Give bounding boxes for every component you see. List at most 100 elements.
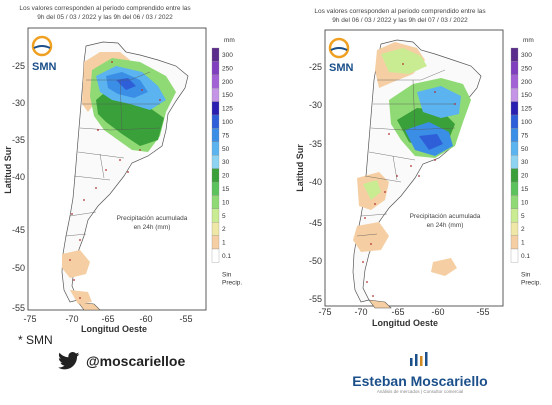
x-axis-title: Longitud Oeste xyxy=(372,318,438,328)
x-tick: -60 xyxy=(431,307,444,317)
legend-swatch xyxy=(510,195,519,209)
y-tick: -35 xyxy=(12,135,25,145)
x-tick: -75 xyxy=(318,307,331,317)
legend-label: 20 xyxy=(521,173,529,180)
legend-label: 20 xyxy=(222,173,230,180)
legend-label: 10 xyxy=(521,199,529,206)
legend-label: Sin xyxy=(222,271,232,278)
precip-map-right: Los valores corresponden al periodo comp… xyxy=(285,0,545,335)
legend-label: Precip. xyxy=(521,279,541,286)
legend-label: 125 xyxy=(222,106,233,113)
legend-swatch xyxy=(211,141,220,156)
y-tick: -40 xyxy=(309,177,322,187)
station-dots-left xyxy=(69,61,161,299)
map-left-svg: Los valores corresponden al periodo comp… xyxy=(3,5,242,334)
y-axis-title: Latitud Sur xyxy=(3,146,13,194)
legend-label: Precip. xyxy=(222,279,242,286)
brand-block: Esteban Moscariello Análisis de mercados… xyxy=(330,352,510,394)
smn-logo-icon xyxy=(328,37,350,59)
station-dots-right xyxy=(362,63,456,297)
legend-label: 100 xyxy=(222,119,233,126)
legend-label: 250 xyxy=(521,65,532,72)
legend-label: 2 xyxy=(222,226,226,233)
y-ticks-right: -25 -30 -35 -40 -45 -50 -55 xyxy=(309,62,322,304)
map-caption-line1: Los valores corresponden al periodo comp… xyxy=(19,5,191,12)
x-tick: -55 xyxy=(476,307,489,317)
legend-label: 2 xyxy=(521,226,525,233)
legend-swatch xyxy=(510,208,519,223)
legend-label: 50 xyxy=(521,146,529,153)
legend-swatch xyxy=(510,141,519,156)
legend-label: 1 xyxy=(521,240,525,247)
x-tick: -70 xyxy=(65,314,78,324)
precip-note-line1: Precipitación acumulada xyxy=(410,213,481,220)
precip-note-line2: en 24h (mm) xyxy=(427,222,464,229)
smn-logo-right: SMN xyxy=(328,37,354,74)
legend-label: 200 xyxy=(521,79,532,86)
precip-map-left: Los valores corresponden al periodo comp… xyxy=(0,0,260,335)
map-caption-line2: 9h del 06 / 03 / 2022 y las 9h del 07 / … xyxy=(332,17,468,24)
legend-swatch xyxy=(211,128,220,142)
legend-swatch xyxy=(510,88,519,102)
legend-label: 1 xyxy=(222,240,226,247)
map-caption-line1: Los valores corresponden al periodo comp… xyxy=(314,8,486,15)
y-tick: -55 xyxy=(309,294,322,304)
legend-label: 30 xyxy=(521,159,529,166)
legend-swatch xyxy=(510,128,519,142)
legend-label: 5 xyxy=(222,213,226,220)
legend-label: Sin xyxy=(521,271,531,278)
x-tick: -75 xyxy=(23,314,36,324)
legend-swatch xyxy=(211,168,220,183)
legend-label: 50 xyxy=(222,146,230,153)
precip-note-line2: en 24h (mm) xyxy=(134,224,171,231)
x-ticks-left: -75 -70 -65 -60 -55 xyxy=(23,314,192,324)
legend-swatch xyxy=(211,235,220,250)
legend-swatch xyxy=(510,114,519,129)
x-ticks-right: -75 -70 -65 -60 -55 xyxy=(318,307,489,317)
legend-label: 125 xyxy=(521,106,532,113)
tierra-del-fuego xyxy=(368,299,392,309)
precip-note-line1: Precipitación acumulada xyxy=(117,215,188,222)
legend-label: 15 xyxy=(521,186,529,193)
legend-swatch xyxy=(510,101,519,116)
legend-swatch xyxy=(211,181,220,196)
y-tick: -25 xyxy=(12,61,25,71)
legend-swatch xyxy=(510,248,519,263)
source-note: * SMN xyxy=(18,333,53,347)
legend-unit: mm xyxy=(523,37,534,44)
smn-logo-text: SMN xyxy=(32,61,57,73)
twitter-handle[interactable]: @moscarielloe xyxy=(86,353,186,369)
legend-label: 150 xyxy=(222,92,233,99)
legend-swatch xyxy=(510,74,519,89)
legend-label: 30 xyxy=(222,159,230,166)
legend-swatch xyxy=(211,195,220,209)
brand-name: Esteban Moscariello xyxy=(352,373,488,389)
legend-swatch xyxy=(510,61,519,75)
map-caption-line2: 9h del 05 / 03 / 2022 y las 9h del 06 / … xyxy=(37,14,173,21)
x-tick: -65 xyxy=(391,307,404,317)
legend-swatch xyxy=(211,248,220,263)
legend-label: 5 xyxy=(521,213,525,220)
legend-swatch xyxy=(510,181,519,196)
legend-swatch xyxy=(211,208,220,223)
bar-chart-logo-icon xyxy=(410,352,428,366)
y-tick: -30 xyxy=(309,100,322,110)
legend-swatch xyxy=(211,114,220,129)
legend-right: mm 300 250 200 150 125 100 75 50 30 20 15 10 5 2 1 0.1 Si… xyxy=(510,37,541,286)
tierra-del-fuego xyxy=(77,301,101,311)
y-tick: -50 xyxy=(309,256,322,266)
y-axis-title: Latitud Sur xyxy=(295,144,305,192)
legend-swatch xyxy=(510,155,519,169)
legend-left: mm 300 250 200 150 125 100 75 50 30 20 15 10 5 2 1 0.1 Si… xyxy=(211,37,242,286)
legend-swatch xyxy=(211,88,220,102)
twitter-block[interactable]: @moscarielloe xyxy=(58,352,185,370)
x-tick: -55 xyxy=(179,314,192,324)
x-tick: -60 xyxy=(139,314,152,324)
x-tick: -65 xyxy=(101,314,114,324)
x-tick: -70 xyxy=(354,307,367,317)
legend-label: 10 xyxy=(222,199,230,206)
legend-label: 100 xyxy=(521,119,532,126)
legend-label: 0.1 xyxy=(521,253,530,260)
legend-swatch xyxy=(510,222,519,236)
legend-label: 200 xyxy=(222,79,233,86)
